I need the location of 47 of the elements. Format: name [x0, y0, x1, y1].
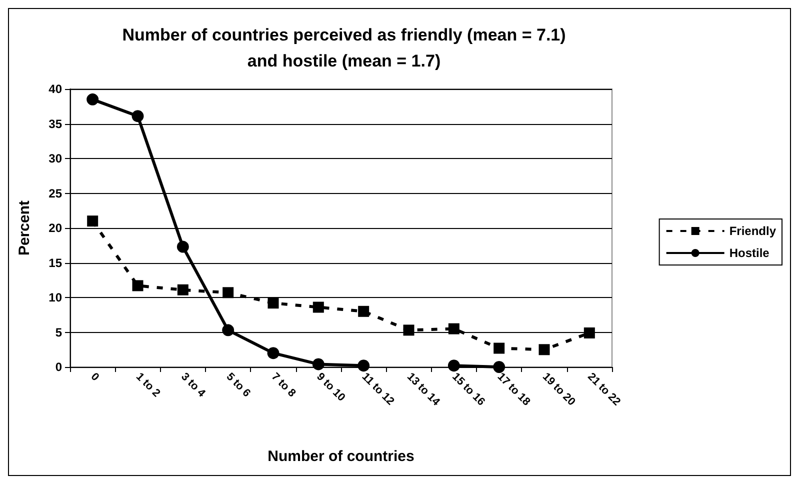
y-tick-label: 35: [48, 116, 62, 131]
point: [267, 347, 280, 360]
point: [222, 324, 234, 336]
point: [132, 110, 144, 122]
x-tick-label: 15 to 16: [450, 370, 488, 408]
y-tick-label: 0: [55, 360, 62, 374]
point: [493, 361, 506, 373]
x-tick-label: 7 to 8: [269, 370, 298, 400]
y-tick-label: 10: [48, 290, 62, 304]
legend-label: Hostile: [729, 246, 770, 260]
y-tick-label: 30: [48, 152, 62, 166]
x-tick-label: 9 to 10: [314, 370, 348, 404]
legend-label: Friendly: [729, 224, 776, 238]
x-tick-label: 1 to 2: [134, 370, 162, 400]
y-tick-label: 25: [48, 186, 62, 200]
point: [176, 240, 189, 253]
point: [358, 360, 370, 372]
x-tick-label: 13 to 14: [404, 370, 443, 409]
point: [268, 298, 279, 309]
x-tick-label: 3 to 4: [178, 370, 208, 400]
x-tick-label: 5 to 6: [224, 370, 253, 400]
point: [358, 306, 370, 317]
point: [448, 360, 460, 372]
y-axis-title: Percent: [16, 200, 33, 256]
x-tick-label: 21 to 22: [585, 370, 623, 408]
point: [584, 327, 595, 338]
point: [222, 287, 234, 298]
x-tick-label: 11 to 12: [359, 370, 396, 408]
point: [86, 93, 99, 106]
point: [312, 358, 324, 370]
point: [403, 324, 414, 336]
point: [494, 342, 505, 354]
point: [132, 280, 144, 292]
point: [448, 323, 460, 334]
y-tick-label: 5: [55, 325, 62, 340]
point: [177, 284, 188, 296]
y-tick-label: 20: [48, 221, 62, 235]
x-tick-label: 0: [88, 370, 102, 384]
x-axis-title: Number of countries: [268, 448, 414, 465]
y-tick-label: 40: [48, 82, 62, 96]
point: [87, 216, 98, 227]
x-tick-label: 19 to 20: [540, 370, 578, 408]
point: [312, 302, 324, 313]
y-tick-label: 15: [48, 256, 62, 270]
x-tick-label: 17 to 18: [494, 370, 532, 408]
chart-title: Number of countries perceived as friendly (mean = 7.1) and hostile (mean = 1.7): [122, 26, 566, 70]
point: [538, 344, 550, 356]
